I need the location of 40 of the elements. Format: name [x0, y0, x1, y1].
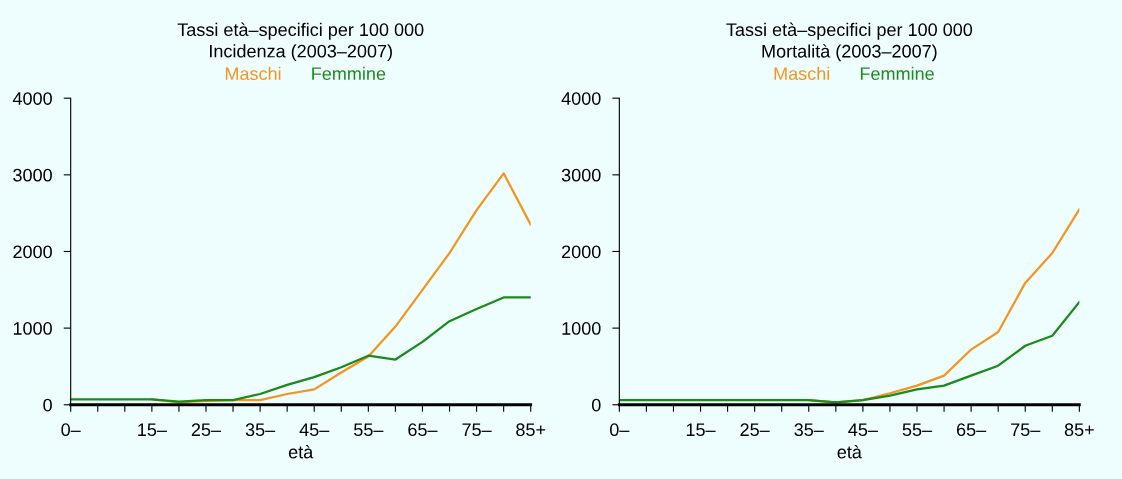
y-tick-label: 1000 — [13, 322, 52, 335]
x-tick-label: 35– — [794, 423, 824, 437]
y-tick-label: 0 — [43, 398, 52, 412]
text: Femmine — [860, 66, 934, 81]
x-tick-label: 25– — [740, 423, 770, 437]
y-tick-label: 3000 — [561, 168, 601, 182]
x-tick-label: 0– — [61, 423, 81, 437]
y-tick-label: 0 — [591, 398, 601, 412]
x-tick-label: 75– — [1011, 423, 1041, 437]
x-tick-label: 45– — [848, 423, 878, 437]
y-tick-label: 2000 — [562, 245, 601, 259]
x-tick-label: 85+ — [1064, 423, 1094, 437]
chart-title: Tassi età–specifici per 100 000 — [726, 22, 973, 40]
x-tick-label: 15– — [138, 423, 167, 437]
x-axis-title: età — [837, 444, 862, 459]
y-tick-label: 2000 — [13, 245, 52, 259]
text: Femmine — [312, 66, 386, 81]
x-tick-label: 35– — [245, 423, 276, 437]
line-series — [619, 300, 1080, 404]
x-tick-label: 75– — [462, 423, 492, 437]
x-tick-label: 55– — [902, 423, 933, 437]
x-tick-label: 15– — [686, 423, 716, 437]
chart-subtitle: Mortalità (2003–2007) — [762, 44, 937, 62]
y-tick-label: 4000 — [12, 92, 52, 105]
x-tick-label: 55– — [354, 423, 384, 437]
x-tick-label: 25– — [191, 423, 222, 437]
x-tick-label: 65– — [956, 423, 987, 437]
chart-subtitle: Incidenza (2003–2007) — [210, 44, 392, 62]
text: Maschi — [225, 66, 281, 81]
x-tick-label: 65– — [408, 423, 438, 437]
x-tick-label: 85+ — [516, 423, 546, 437]
x-tick-label: 0– — [610, 423, 630, 437]
line-series — [70, 296, 531, 403]
x-axis-title: età — [288, 444, 314, 459]
y-tick-label: 3000 — [13, 168, 52, 182]
chart-title: Tassi età–specifici per 100 000 — [177, 22, 424, 40]
text: Maschi — [774, 66, 830, 81]
y-tick-label: 4000 — [561, 92, 601, 105]
x-tick-label: 45– — [299, 423, 330, 437]
y-tick-label: 1000 — [562, 322, 601, 335]
